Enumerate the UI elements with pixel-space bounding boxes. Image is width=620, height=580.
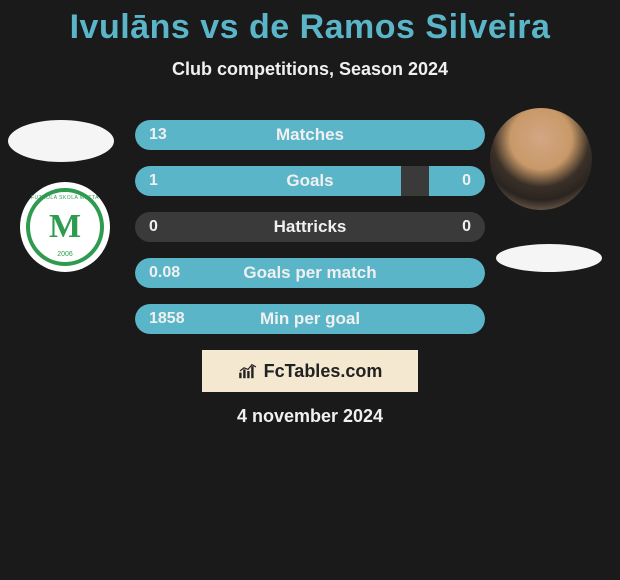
stat-row: 1858Min per goal <box>135 304 485 334</box>
source-logo: FcTables.com <box>202 350 418 392</box>
stat-label: Goals <box>135 166 485 196</box>
club-badge-year: 2006 <box>57 251 73 258</box>
stat-label: Hattricks <box>135 212 485 242</box>
club-right-badge <box>496 244 602 272</box>
infographic-container: Ivulāns vs de Ramos Silveira Club compet… <box>0 0 620 580</box>
player-right-avatar <box>490 108 592 210</box>
stat-row: 1Goals0 <box>135 166 485 196</box>
comparison-subtitle: Club competitions, Season 2024 <box>0 59 620 80</box>
club-badge-ring: FUTBOLA SKOLA METTA M 2006 <box>26 188 104 266</box>
club-badge-letter: M <box>49 208 81 246</box>
comparison-title: Ivulāns vs de Ramos Silveira <box>0 8 620 47</box>
stat-label: Goals per match <box>135 258 485 288</box>
club-badge-top-text: FUTBOLA SKOLA METTA <box>31 195 99 201</box>
source-logo-text: FcTables.com <box>264 361 383 382</box>
player-left-avatar <box>8 120 114 162</box>
stat-label: Matches <box>135 120 485 150</box>
stat-right-value: 0 <box>462 166 471 196</box>
content-area: FUTBOLA SKOLA METTA M 2006 13Matches 1Goa… <box>0 108 620 427</box>
stat-row: 0.08Goals per match <box>135 258 485 288</box>
stat-right-value: 0 <box>462 212 471 242</box>
chart-icon <box>238 363 258 379</box>
stats-list: 13Matches1Goals00Hattricks00.08Goals per… <box>135 108 485 334</box>
stat-row: 13Matches <box>135 120 485 150</box>
stat-row: 0Hattricks0 <box>135 212 485 242</box>
infographic-date: 4 november 2024 <box>0 406 620 427</box>
club-left-badge: FUTBOLA SKOLA METTA M 2006 <box>20 182 110 272</box>
stat-label: Min per goal <box>135 304 485 334</box>
